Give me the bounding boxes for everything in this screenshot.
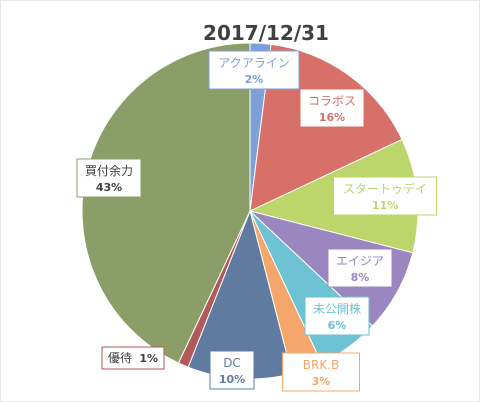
data-label-value: 2% bbox=[245, 73, 264, 86]
data-label-box bbox=[327, 248, 393, 288]
chart-title: 2017/12/31 bbox=[203, 21, 329, 45]
data-label-value: 8% bbox=[351, 271, 370, 284]
data-label-7: 優待 1% bbox=[101, 346, 165, 370]
data-label-value: 16% bbox=[319, 111, 345, 124]
data-label-5: BRK.B 3% bbox=[282, 352, 360, 392]
data-label-6: DC 10% bbox=[209, 350, 255, 390]
data-label-box bbox=[304, 296, 370, 336]
data-label-box bbox=[209, 350, 255, 390]
data-label-value: 11% bbox=[372, 199, 398, 212]
data-label-value: 10% bbox=[219, 373, 245, 386]
data-label-0: アクアライン 2% bbox=[208, 50, 300, 90]
data-label-value: 3% bbox=[312, 375, 331, 388]
data-label-box bbox=[101, 346, 165, 370]
data-labels: アクアライン 2% コラボス 16% スタートゥデイ 11% エイジア 8% 未公開株 6% BRK… bbox=[76, 50, 437, 392]
data-label-box bbox=[76, 158, 142, 198]
data-label-box bbox=[282, 352, 360, 392]
data-label-name: コラボス bbox=[308, 94, 356, 108]
data-label-name: エイジア bbox=[336, 254, 384, 268]
data-label-value: 43% bbox=[96, 181, 122, 194]
data-label-name: 未公開株 bbox=[313, 301, 361, 316]
data-label-4: 未公開株 6% bbox=[304, 296, 370, 336]
data-label-value: 6% bbox=[328, 319, 347, 332]
pie-slices bbox=[81, 42, 419, 380]
data-label-name: 買付余力 bbox=[85, 163, 133, 178]
data-label-name: BRK.B bbox=[303, 358, 340, 372]
data-label-box bbox=[333, 176, 437, 216]
data-label-name: 優待 bbox=[108, 351, 132, 365]
data-label-2: スタートゥデイ 11% bbox=[333, 176, 437, 216]
data-label-box bbox=[299, 88, 365, 128]
data-label-name: アクアライン bbox=[218, 56, 289, 70]
data-label-value: 1% bbox=[139, 352, 158, 365]
data-label-3: エイジア 8% bbox=[327, 248, 393, 288]
data-label-name: スタートゥデイ bbox=[343, 181, 427, 196]
data-label-box bbox=[208, 50, 300, 90]
data-label-8: 買付余力 43% bbox=[76, 158, 142, 198]
data-label-1: コラボス 16% bbox=[299, 88, 365, 128]
data-label-name: DC bbox=[223, 356, 241, 370]
